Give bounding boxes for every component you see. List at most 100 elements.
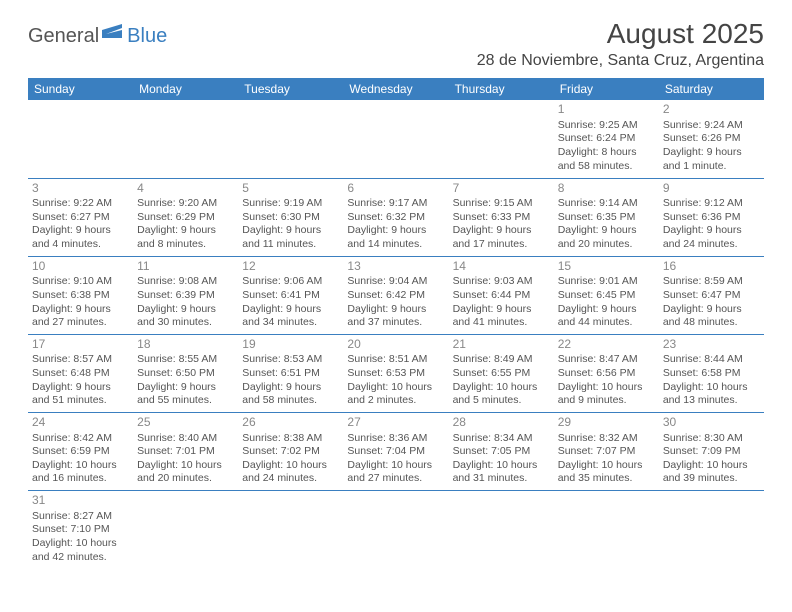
calendar-week-row: 10Sunrise: 9:10 AMSunset: 6:38 PMDayligh… xyxy=(28,256,764,334)
calendar-cell: 31Sunrise: 8:27 AMSunset: 7:10 PMDayligh… xyxy=(28,491,133,569)
daylight-text: Daylight: 9 hours xyxy=(347,303,444,317)
daylight-text: and 44 minutes. xyxy=(558,316,655,330)
daylight-text: Daylight: 9 hours xyxy=(663,303,760,317)
sunrise-text: Sunrise: 9:10 AM xyxy=(32,275,129,289)
daylight-text: and 58 minutes. xyxy=(242,394,339,408)
day-number: 23 xyxy=(663,337,760,353)
sunset-text: Sunset: 6:36 PM xyxy=(663,211,760,225)
day-number: 16 xyxy=(663,259,760,275)
day-header-tue: Tuesday xyxy=(238,78,343,100)
calendar-cell: 12Sunrise: 9:06 AMSunset: 6:41 PMDayligh… xyxy=(238,256,343,334)
location-text: 28 de Noviembre, Santa Cruz, Argentina xyxy=(477,52,764,70)
daylight-text: Daylight: 10 hours xyxy=(347,459,444,473)
calendar-cell: 24Sunrise: 8:42 AMSunset: 6:59 PMDayligh… xyxy=(28,412,133,490)
sunset-text: Sunset: 6:38 PM xyxy=(32,289,129,303)
day-number: 9 xyxy=(663,181,760,197)
daylight-text: and 27 minutes. xyxy=(32,316,129,330)
daylight-text: and 30 minutes. xyxy=(137,316,234,330)
sunset-text: Sunset: 7:05 PM xyxy=(453,445,550,459)
calendar-cell: 2Sunrise: 9:24 AMSunset: 6:26 PMDaylight… xyxy=(659,100,764,178)
daylight-text: and 41 minutes. xyxy=(453,316,550,330)
calendar-cell xyxy=(343,100,448,178)
calendar-cell: 3Sunrise: 9:22 AMSunset: 6:27 PMDaylight… xyxy=(28,178,133,256)
daylight-text: Daylight: 10 hours xyxy=(558,459,655,473)
daylight-text: and 37 minutes. xyxy=(347,316,444,330)
calendar-cell: 7Sunrise: 9:15 AMSunset: 6:33 PMDaylight… xyxy=(449,178,554,256)
daylight-text: Daylight: 9 hours xyxy=(32,224,129,238)
daylight-text: Daylight: 9 hours xyxy=(663,224,760,238)
day-number: 2 xyxy=(663,102,760,118)
daylight-text: and 55 minutes. xyxy=(137,394,234,408)
daylight-text: Daylight: 9 hours xyxy=(347,224,444,238)
daylight-text: Daylight: 10 hours xyxy=(558,381,655,395)
calendar-cell: 5Sunrise: 9:19 AMSunset: 6:30 PMDaylight… xyxy=(238,178,343,256)
sunrise-text: Sunrise: 9:20 AM xyxy=(137,197,234,211)
calendar-week-row: 17Sunrise: 8:57 AMSunset: 6:48 PMDayligh… xyxy=(28,334,764,412)
daylight-text: and 24 minutes. xyxy=(663,238,760,252)
daylight-text: and 1 minute. xyxy=(663,160,760,174)
sunrise-text: Sunrise: 9:25 AM xyxy=(558,119,655,133)
day-number: 26 xyxy=(242,415,339,431)
daylight-text: and 24 minutes. xyxy=(242,472,339,486)
calendar-cell xyxy=(343,491,448,569)
daylight-text: Daylight: 10 hours xyxy=(137,459,234,473)
calendar-cell: 13Sunrise: 9:04 AMSunset: 6:42 PMDayligh… xyxy=(343,256,448,334)
sunrise-text: Sunrise: 9:04 AM xyxy=(347,275,444,289)
flag-icon xyxy=(102,24,124,45)
day-number: 6 xyxy=(347,181,444,197)
sunset-text: Sunset: 6:48 PM xyxy=(32,367,129,381)
calendar-cell: 20Sunrise: 8:51 AMSunset: 6:53 PMDayligh… xyxy=(343,334,448,412)
day-number: 12 xyxy=(242,259,339,275)
daylight-text: and 27 minutes. xyxy=(347,472,444,486)
sunrise-text: Sunrise: 8:32 AM xyxy=(558,432,655,446)
sunrise-text: Sunrise: 8:55 AM xyxy=(137,353,234,367)
daylight-text: Daylight: 10 hours xyxy=(32,459,129,473)
day-number: 31 xyxy=(32,493,129,509)
day-number: 7 xyxy=(453,181,550,197)
day-number: 21 xyxy=(453,337,550,353)
daylight-text: and 20 minutes. xyxy=(137,472,234,486)
calendar-cell: 22Sunrise: 8:47 AMSunset: 6:56 PMDayligh… xyxy=(554,334,659,412)
day-number: 15 xyxy=(558,259,655,275)
calendar-cell: 26Sunrise: 8:38 AMSunset: 7:02 PMDayligh… xyxy=(238,412,343,490)
sunset-text: Sunset: 6:44 PM xyxy=(453,289,550,303)
calendar-cell: 16Sunrise: 8:59 AMSunset: 6:47 PMDayligh… xyxy=(659,256,764,334)
daylight-text: Daylight: 10 hours xyxy=(663,459,760,473)
sunrise-text: Sunrise: 9:17 AM xyxy=(347,197,444,211)
day-number: 25 xyxy=(137,415,234,431)
daylight-text: and 58 minutes. xyxy=(558,160,655,174)
sunset-text: Sunset: 6:59 PM xyxy=(32,445,129,459)
day-header-fri: Friday xyxy=(554,78,659,100)
sunset-text: Sunset: 7:04 PM xyxy=(347,445,444,459)
calendar-cell: 30Sunrise: 8:30 AMSunset: 7:09 PMDayligh… xyxy=(659,412,764,490)
calendar-table: Sunday Monday Tuesday Wednesday Thursday… xyxy=(28,78,764,569)
calendar-week-row: 31Sunrise: 8:27 AMSunset: 7:10 PMDayligh… xyxy=(28,491,764,569)
calendar-cell: 17Sunrise: 8:57 AMSunset: 6:48 PMDayligh… xyxy=(28,334,133,412)
daylight-text: Daylight: 10 hours xyxy=(453,381,550,395)
daylight-text: Daylight: 9 hours xyxy=(32,303,129,317)
day-header-sun: Sunday xyxy=(28,78,133,100)
sunset-text: Sunset: 6:32 PM xyxy=(347,211,444,225)
sunrise-text: Sunrise: 9:06 AM xyxy=(242,275,339,289)
sunset-text: Sunset: 6:27 PM xyxy=(32,211,129,225)
sunset-text: Sunset: 6:29 PM xyxy=(137,211,234,225)
sunset-text: Sunset: 6:45 PM xyxy=(558,289,655,303)
sunrise-text: Sunrise: 8:49 AM xyxy=(453,353,550,367)
day-number: 10 xyxy=(32,259,129,275)
calendar-cell: 6Sunrise: 9:17 AMSunset: 6:32 PMDaylight… xyxy=(343,178,448,256)
sunrise-text: Sunrise: 8:51 AM xyxy=(347,353,444,367)
day-number: 1 xyxy=(558,102,655,118)
sunset-text: Sunset: 7:02 PM xyxy=(242,445,339,459)
sunrise-text: Sunrise: 9:24 AM xyxy=(663,119,760,133)
daylight-text: and 42 minutes. xyxy=(32,551,129,565)
calendar-cell: 1Sunrise: 9:25 AMSunset: 6:24 PMDaylight… xyxy=(554,100,659,178)
daylight-text: and 17 minutes. xyxy=(453,238,550,252)
day-number: 28 xyxy=(453,415,550,431)
daylight-text: Daylight: 9 hours xyxy=(453,303,550,317)
sunrise-text: Sunrise: 8:40 AM xyxy=(137,432,234,446)
daylight-text: and 14 minutes. xyxy=(347,238,444,252)
header: General Blue August 2025 28 de Noviembre… xyxy=(28,18,764,70)
day-header-thu: Thursday xyxy=(449,78,554,100)
day-number: 18 xyxy=(137,337,234,353)
day-number: 13 xyxy=(347,259,444,275)
